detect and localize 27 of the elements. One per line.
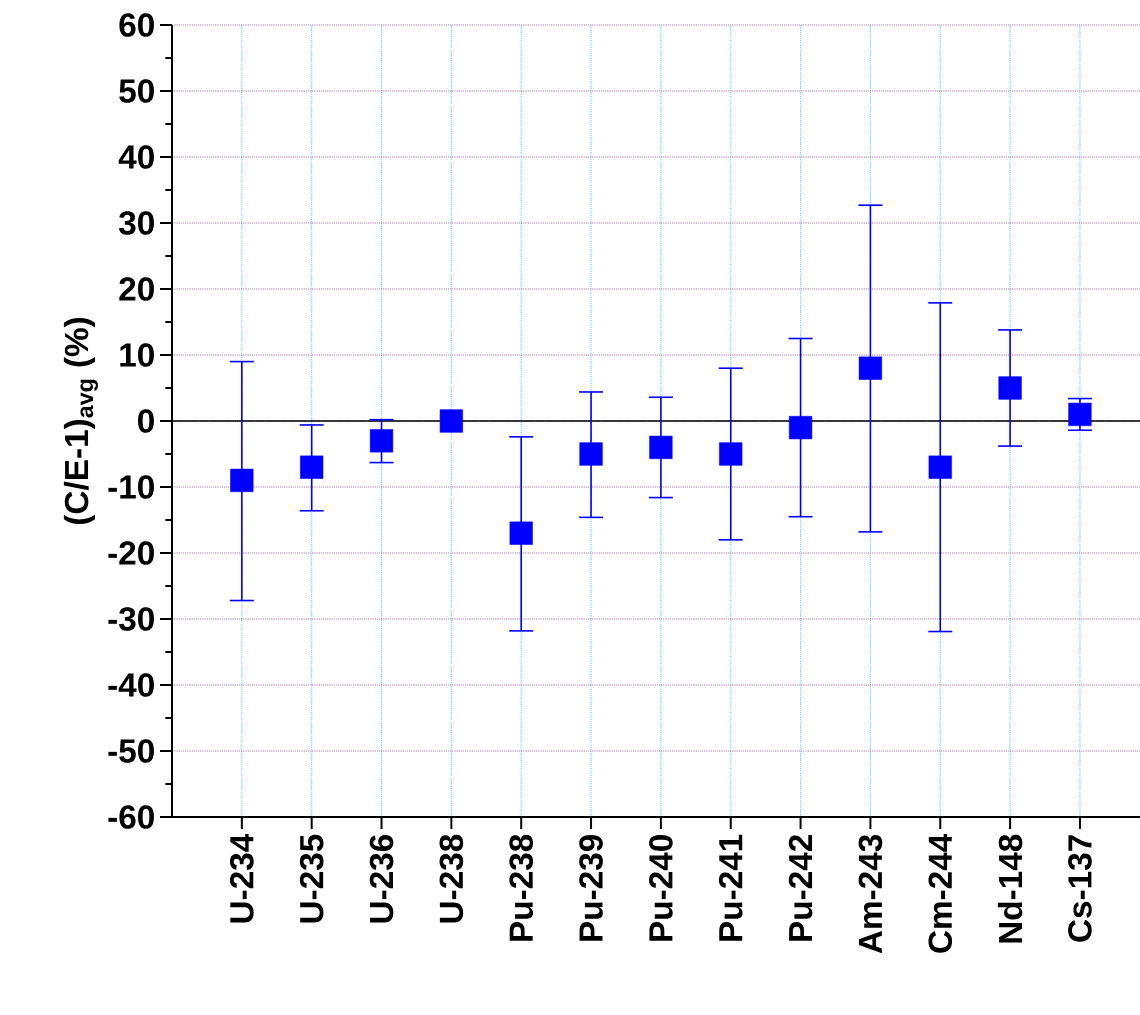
y-tick-label: 60: [119, 13, 154, 37]
y-tick-label: -20: [108, 541, 154, 565]
y-tick-label: 0: [138, 409, 154, 433]
x-tick-label: Pu-241: [718, 834, 743, 941]
x-tick-label: Pu-242: [788, 835, 813, 941]
x-tick-label: Cs-137: [1068, 835, 1092, 942]
y-tick-label: 40: [118, 145, 154, 169]
y-tick-label: -40: [108, 673, 154, 697]
x-tick-label: Am-243: [858, 834, 883, 954]
y-tick-label: 10: [120, 343, 154, 367]
y-tick-label: -60: [108, 805, 154, 829]
y-tick-label: -30: [108, 607, 154, 631]
x-tick-label: Pu-238: [509, 834, 534, 941]
y-tick-label: 50: [119, 79, 154, 103]
x-tick-label: Pu-239: [579, 834, 603, 941]
x-tick-label: U-234: [230, 833, 254, 923]
y-tick-label: 30: [118, 211, 154, 235]
x-tick-label: Cm-244: [928, 833, 953, 953]
y-tick-label: -50: [108, 739, 154, 763]
y-tick-label: 20: [119, 277, 154, 301]
x-tick-label: U-238: [439, 834, 464, 923]
x-tick-label: Pu-240: [649, 835, 673, 941]
x-tick-label: U-236: [369, 834, 394, 923]
y-tick-label: -10: [108, 475, 154, 499]
x-tick-label: Nd-148: [997, 834, 1023, 943]
y-axis-title: (C/E-1)$_{avg}$ (%): [63, 317, 98, 525]
x-tick-label: U-235: [299, 834, 324, 923]
